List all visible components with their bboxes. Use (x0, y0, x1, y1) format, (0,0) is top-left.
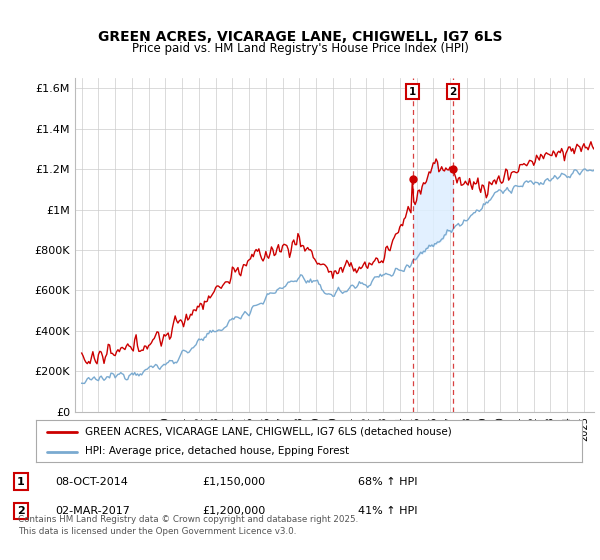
Text: 2: 2 (449, 87, 457, 97)
Text: £1,150,000: £1,150,000 (202, 477, 265, 487)
Text: 1: 1 (409, 87, 416, 97)
Text: 02-MAR-2017: 02-MAR-2017 (55, 506, 130, 516)
Text: HPI: Average price, detached house, Epping Forest: HPI: Average price, detached house, Eppi… (85, 446, 349, 456)
Text: 2: 2 (17, 506, 25, 516)
Text: Price paid vs. HM Land Registry's House Price Index (HPI): Price paid vs. HM Land Registry's House … (131, 42, 469, 55)
Text: 08-OCT-2014: 08-OCT-2014 (55, 477, 128, 487)
Text: 41% ↑ HPI: 41% ↑ HPI (358, 506, 417, 516)
Text: 68% ↑ HPI: 68% ↑ HPI (358, 477, 417, 487)
Text: £1,200,000: £1,200,000 (202, 506, 265, 516)
Text: 1: 1 (17, 477, 25, 487)
Text: GREEN ACRES, VICARAGE LANE, CHIGWELL, IG7 6LS (detached house): GREEN ACRES, VICARAGE LANE, CHIGWELL, IG… (85, 427, 452, 437)
Text: Contains HM Land Registry data © Crown copyright and database right 2025.
This d: Contains HM Land Registry data © Crown c… (18, 515, 358, 536)
Text: GREEN ACRES, VICARAGE LANE, CHIGWELL, IG7 6LS: GREEN ACRES, VICARAGE LANE, CHIGWELL, IG… (98, 30, 502, 44)
